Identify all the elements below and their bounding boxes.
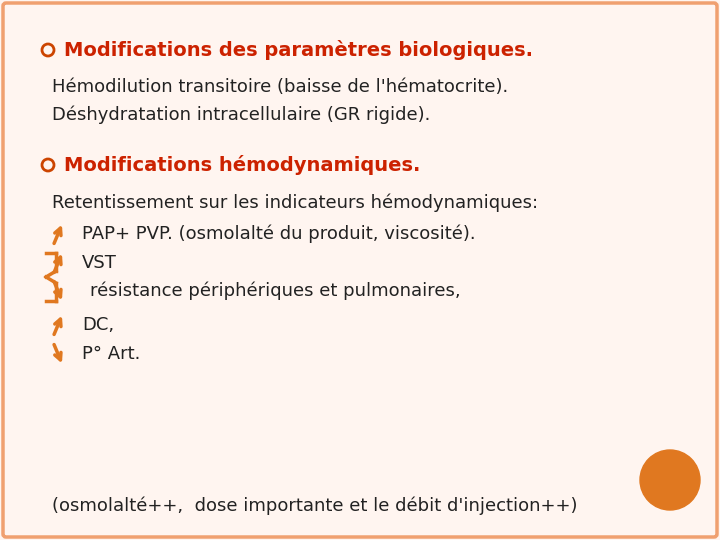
Text: PAP+ PVP. (osmolalté du produit, viscosité).: PAP+ PVP. (osmolalté du produit, viscosi… (82, 225, 476, 243)
Circle shape (640, 450, 700, 510)
Text: Modifications des paramètres biologiques.: Modifications des paramètres biologiques… (64, 40, 533, 60)
Text: résistance périphériques et pulmonaires,: résistance périphériques et pulmonaires, (90, 282, 461, 300)
Text: VST: VST (82, 254, 117, 272)
Text: Modifications hémodynamiques.: Modifications hémodynamiques. (64, 155, 420, 175)
Text: (osmolalté++,  dose importante et le débit d'injection++): (osmolalté++, dose importante et le débi… (52, 497, 577, 515)
Text: Retentissement sur les indicateurs hémodynamiques:: Retentissement sur les indicateurs hémod… (52, 194, 538, 212)
Text: DC,: DC, (82, 316, 114, 334)
Text: Hémodilution transitoire (baisse de l'hématocrite).: Hémodilution transitoire (baisse de l'hé… (52, 78, 508, 96)
Text: Déshydratation intracellulaire (GR rigide).: Déshydratation intracellulaire (GR rigid… (52, 106, 431, 124)
FancyBboxPatch shape (3, 3, 717, 537)
Text: P° Art.: P° Art. (82, 345, 140, 363)
